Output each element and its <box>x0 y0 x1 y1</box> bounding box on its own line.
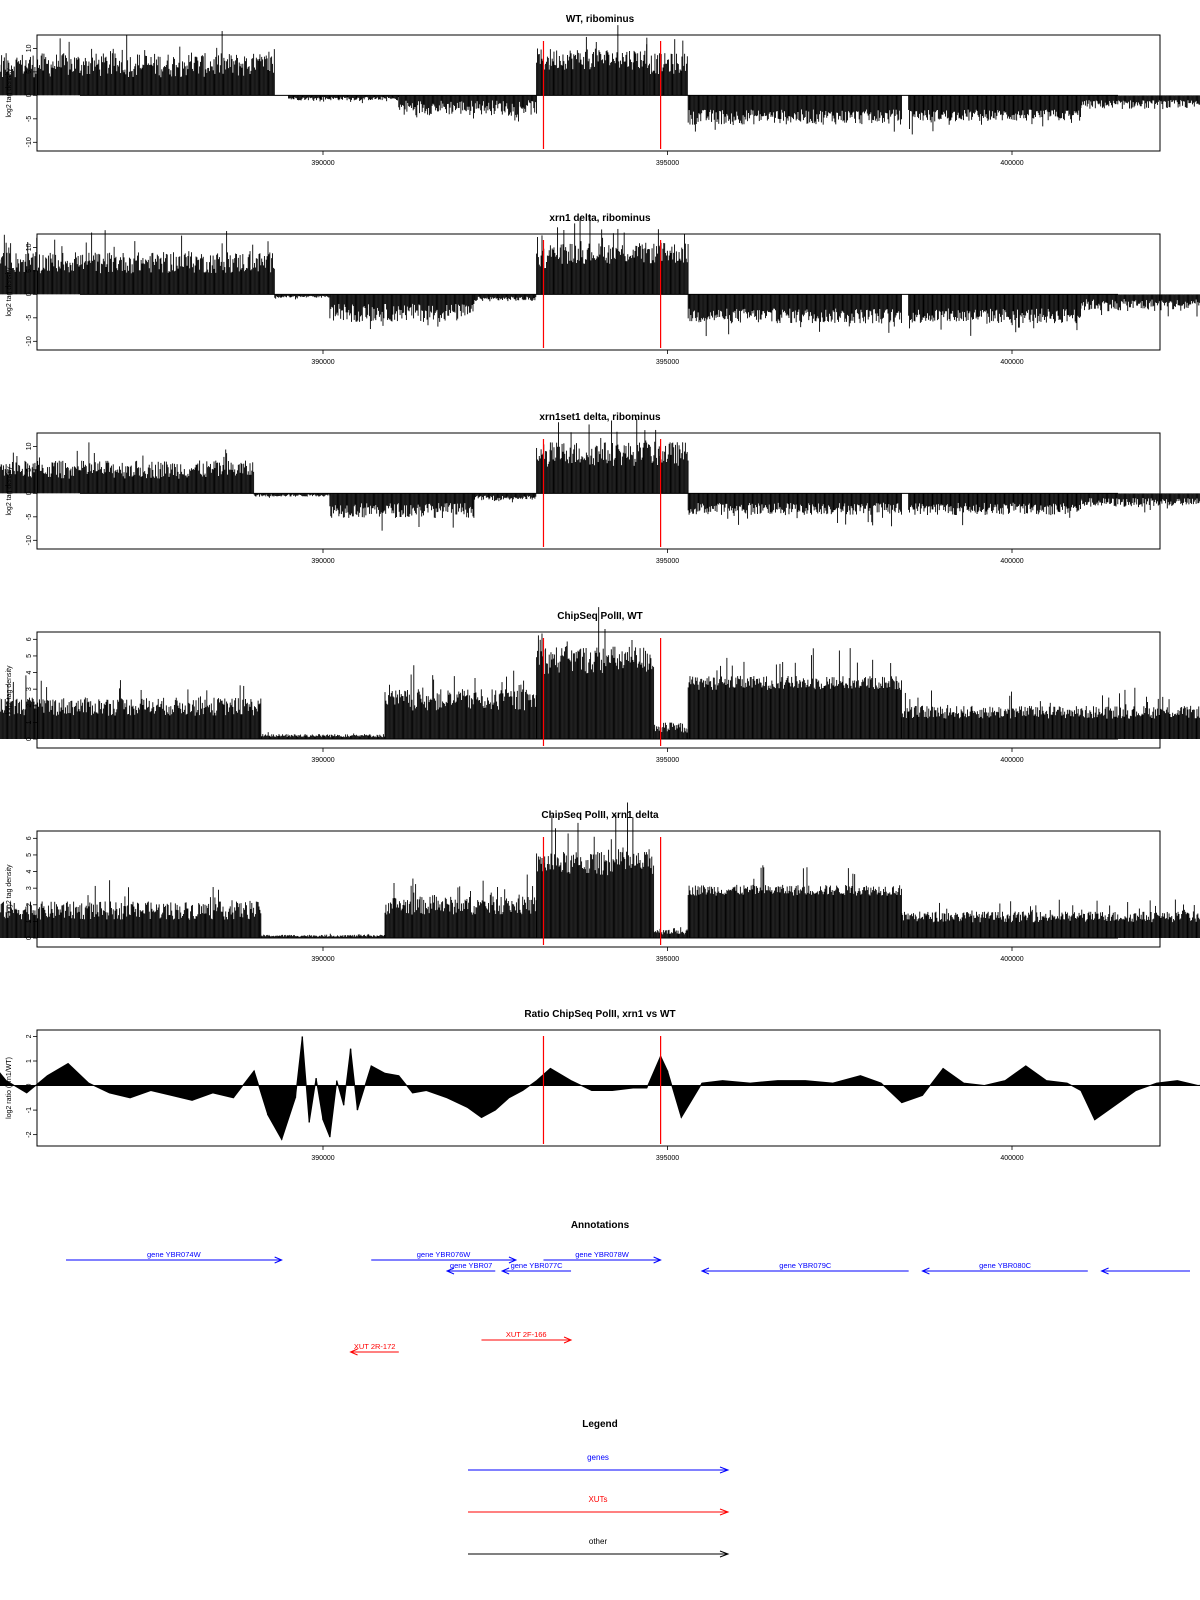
data-segment-8 <box>1080 95 1200 110</box>
y-tick-label: -10 <box>26 137 33 147</box>
chart-title: xrn1 delta, ribominus <box>549 213 651 224</box>
data-segment-2 <box>398 95 537 122</box>
x-tick-label: 395000 <box>656 359 679 366</box>
data-segment-7 <box>908 95 1082 135</box>
y-tick-label: -5 <box>26 315 33 321</box>
data-segment-0 <box>0 442 255 494</box>
data-segment-1 <box>288 95 399 104</box>
y-tick-label: -10 <box>26 535 33 545</box>
data-segment-3 <box>474 294 537 302</box>
x-tick-label: 395000 <box>656 160 679 167</box>
x-tick-label: 390000 <box>311 558 334 565</box>
data-segment-0 <box>0 230 275 295</box>
y-tick-label: -5 <box>26 514 33 520</box>
x-tick-label: 390000 <box>311 359 334 366</box>
data-segment-6 <box>687 294 902 337</box>
data-segment-2 <box>329 493 475 531</box>
data-segment-1 <box>274 294 331 300</box>
data-segment-8 <box>1080 294 1200 317</box>
chart-title: WT, ribominus <box>566 14 635 25</box>
y-tick-label: 10 <box>26 243 33 251</box>
data-segment-5 <box>549 214 689 295</box>
data-segment-4 <box>549 25 648 96</box>
data-segment-1 <box>253 493 331 498</box>
panel-1: xrn1 delta, ribominus-10-50510log2 tag d… <box>0 213 1200 366</box>
x-tick-label: 400000 <box>1000 359 1023 366</box>
y-tick-label: -5 <box>26 116 33 122</box>
data-segment-5 <box>646 37 688 96</box>
x-tick-label: 395000 <box>656 558 679 565</box>
x-tick-label: 400000 <box>1000 558 1023 565</box>
panel-2: xrn1set1 delta, ribominus-10-50510log2 t… <box>0 412 1200 565</box>
data-segment-7 <box>908 294 1082 336</box>
chart-title: xrn1set1 delta, ribominus <box>539 412 661 423</box>
data-segment-2 <box>329 294 475 330</box>
data-segment-0 <box>0 31 275 96</box>
y-tick-label: 10 <box>26 442 33 450</box>
data-segment-6 <box>687 95 902 132</box>
y-tick-label: 10 <box>26 44 33 52</box>
x-tick-label: 390000 <box>311 160 334 167</box>
y-tick-label: -10 <box>26 336 33 346</box>
panel-0: WT, ribominus-10-50510log2 tag density39… <box>0 14 1200 167</box>
x-tick-label: 400000 <box>1000 160 1023 167</box>
